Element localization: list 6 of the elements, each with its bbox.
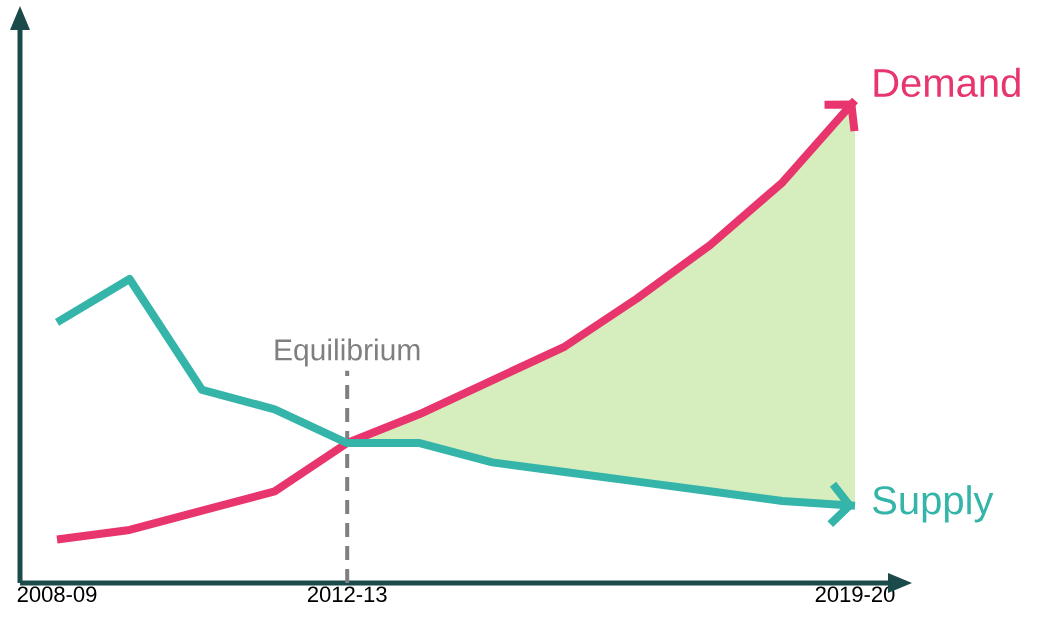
ref-line-label: Equilibrium [275, 338, 420, 367]
x-tick-label: 2019-20 [815, 586, 895, 603]
x-tick-label: 2008-09 [17, 586, 97, 603]
legend-label: Supply [873, 485, 994, 523]
x-tick-label: 2012-13 [307, 586, 387, 603]
legend-label: Demand [874, 67, 1020, 98]
